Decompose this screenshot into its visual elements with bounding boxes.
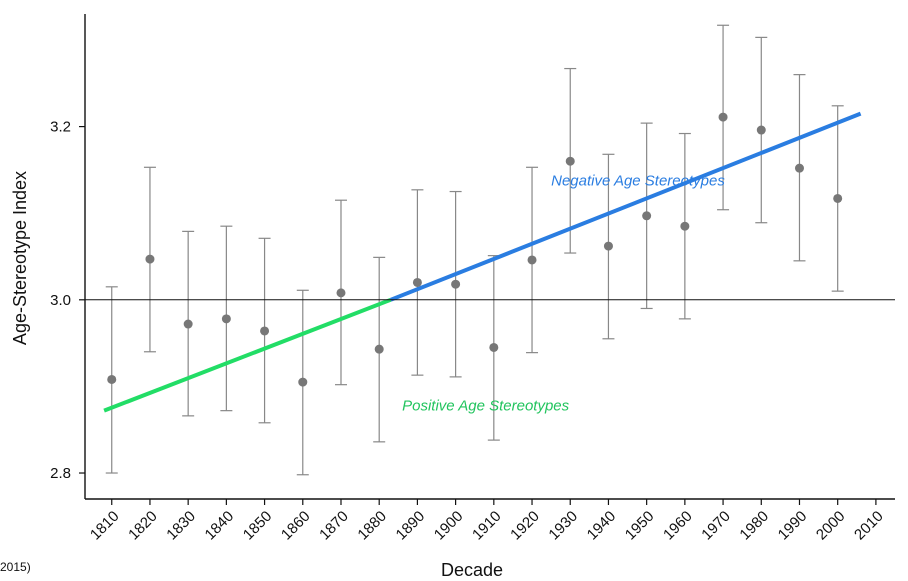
x-tick-label: 1820 [125, 508, 161, 544]
data-point [336, 288, 346, 298]
data-points [107, 112, 843, 387]
x-tick-label: 1980 [736, 508, 772, 544]
x-tick-label: 1870 [316, 508, 352, 544]
x-tick-label: 1990 [775, 508, 811, 544]
annotation-label: Positive Age Stereotypes [402, 398, 570, 415]
x-tick-label: 1840 [202, 508, 238, 544]
x-tick-label: 1890 [393, 508, 429, 544]
x-tick-label: 1830 [163, 508, 199, 544]
source-fragment: 2015) [0, 560, 31, 574]
trend-line [389, 111, 862, 302]
data-point [756, 125, 766, 135]
x-tick-label: 1940 [584, 508, 620, 544]
x-tick-label: 1970 [698, 508, 734, 544]
x-tick-label: 1880 [354, 508, 390, 544]
annotation-label: Negative Age Stereotypes [551, 172, 725, 189]
x-tick-label: 2010 [851, 508, 887, 544]
axes [79, 14, 895, 505]
data-point [489, 342, 499, 352]
data-point [221, 314, 231, 324]
data-point [107, 374, 117, 384]
data-point [833, 193, 843, 203]
data-point [565, 156, 575, 166]
y-tick-label: 3.0 [50, 292, 71, 309]
y-axis-title: Age-Stereotype Index [10, 171, 30, 345]
data-point [412, 277, 422, 287]
x-tick-label: 1910 [469, 508, 505, 544]
data-point [451, 279, 461, 289]
annotations: Positive Age Stereotypes Negative Age Ste… [402, 172, 725, 414]
data-point [145, 254, 155, 264]
trend-lines [103, 111, 862, 413]
x-tick-label: 1950 [622, 508, 658, 544]
data-point [527, 255, 537, 265]
data-point [603, 241, 613, 251]
data-point [680, 221, 690, 231]
x-tick-label: 1860 [278, 508, 314, 544]
data-point [260, 326, 270, 336]
data-point [183, 319, 193, 329]
x-tick-label: 1850 [240, 508, 276, 544]
x-tick-label: 2000 [813, 508, 849, 544]
y-tick-label: 3.2 [50, 119, 71, 136]
y-tick-label: 2.8 [50, 465, 71, 482]
x-tick-label: 1900 [431, 508, 467, 544]
x-tick-label: 1930 [545, 508, 581, 544]
x-tick-label: 1810 [87, 508, 123, 544]
x-tick-label: 1920 [507, 508, 543, 544]
data-point [298, 377, 308, 387]
data-point [374, 344, 384, 354]
x-axis-title: Decade [441, 560, 503, 580]
data-point [794, 163, 804, 173]
trend-line [103, 297, 392, 413]
data-point [642, 211, 652, 221]
data-point [718, 112, 728, 122]
x-tick-label: 1960 [660, 508, 696, 544]
